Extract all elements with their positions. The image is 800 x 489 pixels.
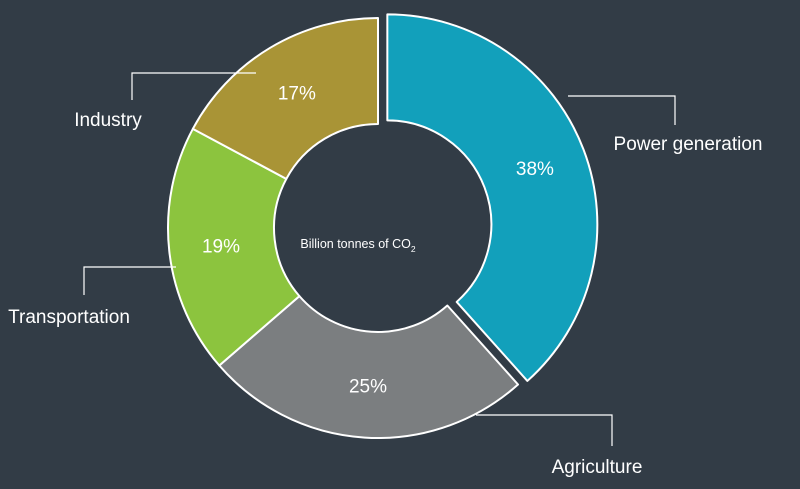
leader-line-transportation	[83, 266, 176, 295]
leader-line-agriculture	[476, 414, 613, 446]
slice-value-label-industry: 17%	[278, 83, 316, 104]
slice-power-generation	[386, 13, 599, 382]
leader-line-industry	[131, 72, 256, 100]
category-label-agriculture: Agriculture	[552, 457, 643, 478]
center-label-subscript: 2	[411, 244, 416, 254]
slice-industry	[191, 17, 379, 180]
slice-value-label-agriculture: 25%	[349, 377, 387, 398]
category-label-transportation: Transportation	[8, 307, 130, 328]
labels-layer: 38% Power generation 25% Agriculture 19% Tran…	[8, 83, 762, 478]
slice-transportation	[167, 127, 301, 367]
leader-line-power-generation	[568, 95, 676, 125]
slice-value-label-transportation: 19%	[202, 237, 240, 258]
category-label-industry: Industry	[74, 110, 142, 131]
leader-lines-layer	[83, 72, 676, 446]
center-label: Billion tonnes of CO2	[300, 237, 415, 254]
slice-value-label-power-generation: 38%	[516, 159, 554, 180]
slices-layer	[167, 13, 599, 439]
center-label-main: Billion tonnes of CO	[300, 237, 411, 251]
category-label-power-generation: Power generation	[614, 134, 763, 155]
slice-agriculture	[218, 295, 520, 439]
